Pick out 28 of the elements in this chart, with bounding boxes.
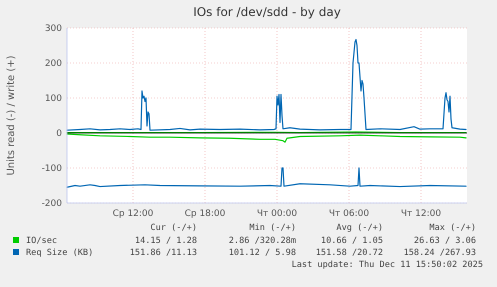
y-axis-title: Units read (-) / write (+) bbox=[6, 55, 17, 176]
x-tick-label: Ср 12:00 bbox=[112, 209, 154, 219]
text: 158.24 /267.93 bbox=[404, 248, 476, 258]
x-tick-label: Чт 06:00 bbox=[328, 209, 370, 219]
x-tick-label: Чт 00:00 bbox=[256, 209, 298, 219]
y-tick-label: 300 bbox=[44, 24, 62, 34]
y-tick-label: 0 bbox=[56, 129, 62, 140]
y-tick-label: -100 bbox=[42, 164, 62, 174]
y-tick-label: -200 bbox=[42, 199, 62, 210]
text: Max (-/+) bbox=[429, 223, 476, 233]
text: 2.86 /320.28m bbox=[228, 236, 296, 246]
text: 26.63 / 3.06 bbox=[414, 236, 476, 246]
text: Avg (-/+) bbox=[336, 223, 383, 233]
text: 14.15 / 1.28 bbox=[134, 236, 197, 246]
text: 151.86 /11.13 bbox=[130, 248, 197, 258]
text: Min (-/+) bbox=[249, 223, 296, 233]
text: 151.58 /20.72 bbox=[316, 248, 383, 258]
y-tick-label: 200 bbox=[44, 59, 62, 70]
y-tick-label: 100 bbox=[44, 94, 62, 104]
legend-label: Req Size (KB) bbox=[26, 248, 94, 258]
text: Cur (-/+) bbox=[150, 223, 197, 233]
text: Last update: Thu Dec 11 15:50:02 2025 bbox=[292, 260, 483, 270]
x-tick-label: Ср 18:00 bbox=[184, 209, 226, 219]
text: 101.12 / 5.98 bbox=[228, 248, 296, 258]
chart-title: IOs for /dev/sdd - by day bbox=[193, 5, 341, 19]
legend-label: IO/sec bbox=[26, 236, 58, 246]
text: 10.66 / 1.05 bbox=[320, 236, 383, 246]
x-tick-label: Чт 12:00 bbox=[400, 209, 442, 219]
